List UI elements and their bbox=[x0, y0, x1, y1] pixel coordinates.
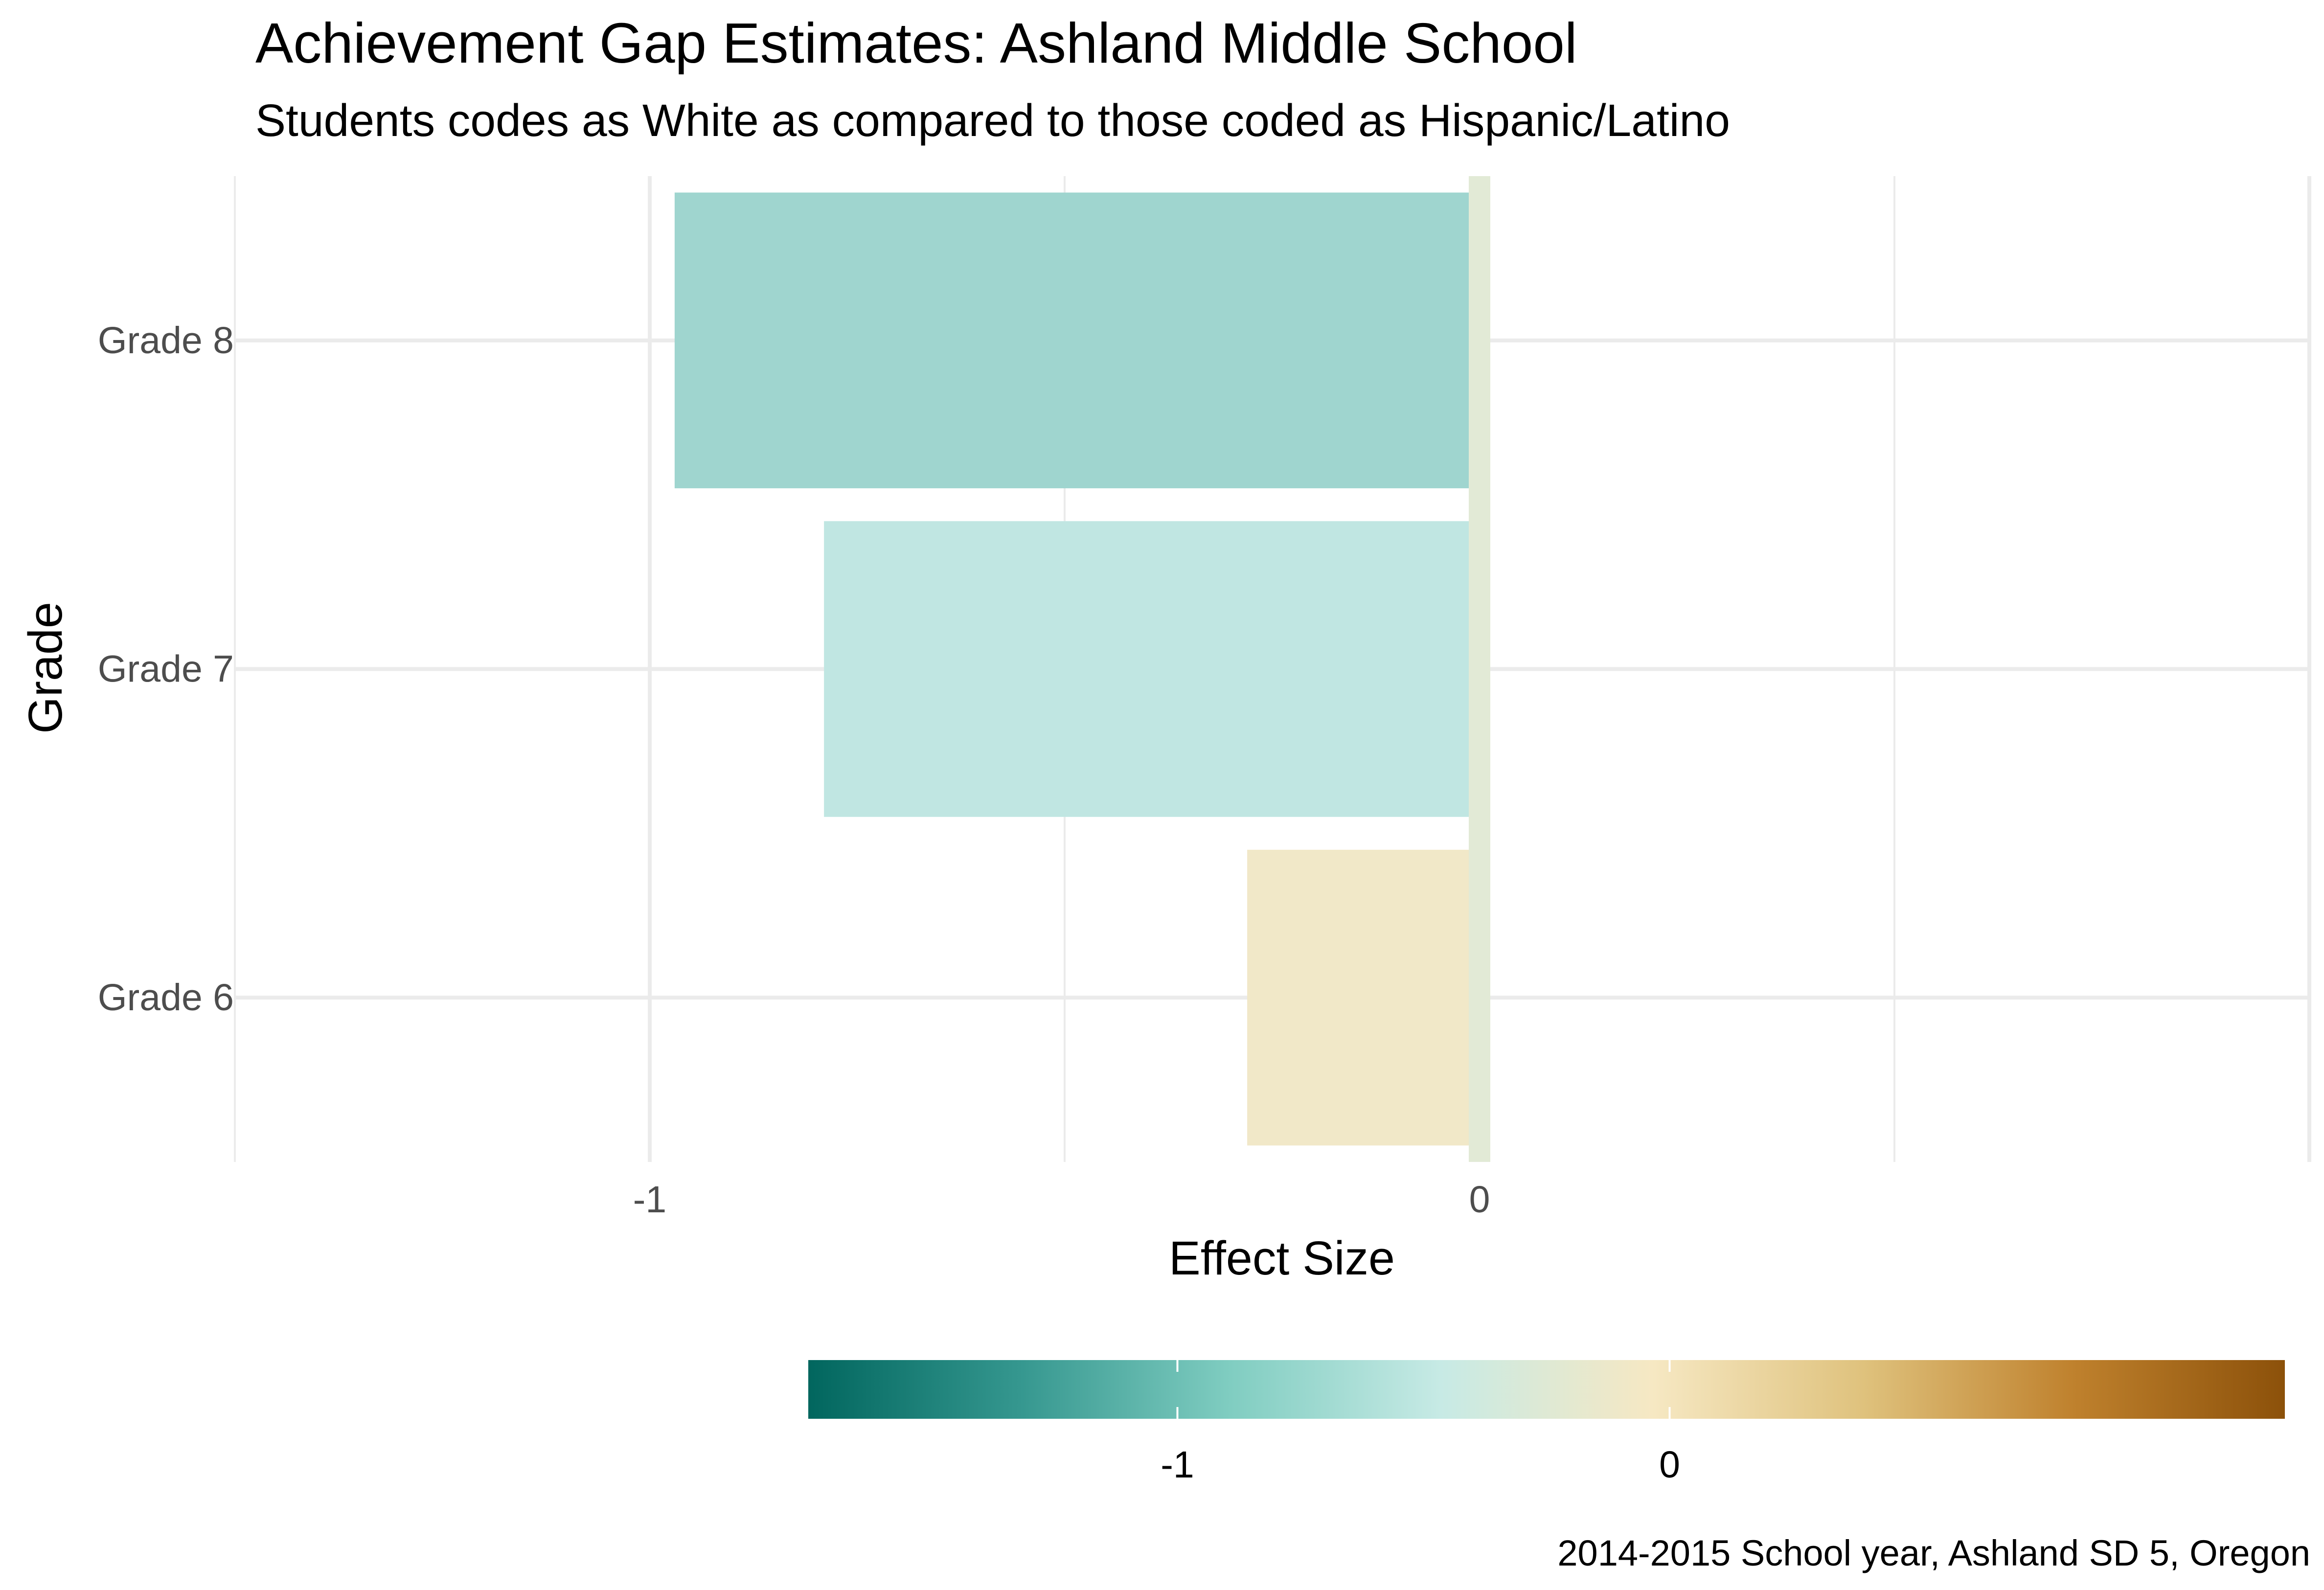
y-tick-label: Grade 8 bbox=[98, 319, 234, 362]
y-tick-label: Grade 6 bbox=[98, 977, 234, 1019]
chart-subtitle: Students codes as White as compared to t… bbox=[255, 95, 1730, 146]
colorbar-tick-label: -1 bbox=[1161, 1444, 1194, 1486]
y-axis-label: Grade bbox=[19, 602, 72, 734]
legend-colorbar-tick-labels: -1 0 bbox=[1161, 1444, 1680, 1486]
bar-grade-8 bbox=[674, 192, 1480, 489]
bar-grade-6 bbox=[1247, 849, 1480, 1146]
colorbar-tick-label: 0 bbox=[1659, 1444, 1680, 1486]
x-axis-tick-labels: -1 0 bbox=[633, 1179, 1490, 1221]
x-axis-label: Effect Size bbox=[1169, 1231, 1395, 1285]
chart-title: Achievement Gap Estimates: Ashland Middl… bbox=[255, 11, 1577, 75]
zero-line bbox=[1469, 176, 1490, 1162]
chart-caption: 2014-2015 School year, Ashland SD 5, Ore… bbox=[1557, 1533, 2310, 1573]
y-tick-label: Grade 7 bbox=[98, 648, 234, 690]
x-tick-label: 0 bbox=[1469, 1179, 1490, 1221]
bar-grade-7 bbox=[824, 521, 1480, 817]
bars bbox=[674, 192, 1480, 1146]
legend-colorbar bbox=[808, 1360, 2285, 1419]
legend-colorbar-ticks bbox=[1176, 1360, 1671, 1419]
x-tick-label: -1 bbox=[633, 1179, 666, 1221]
y-axis-tick-labels: Grade 8 Grade 7 Grade 6 bbox=[98, 319, 234, 1019]
